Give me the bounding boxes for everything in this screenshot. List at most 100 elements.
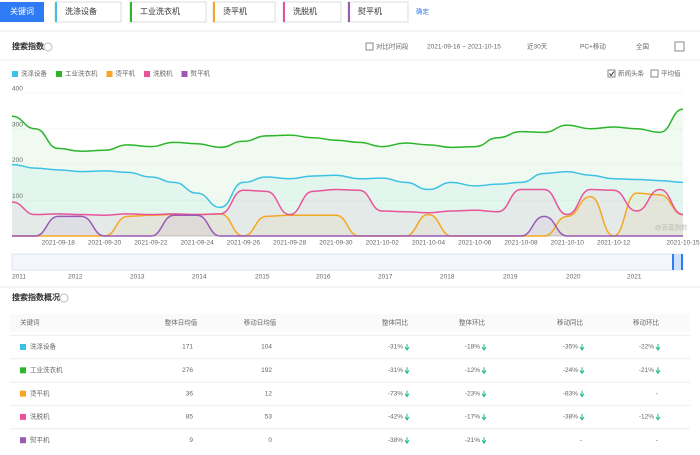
option-label[interactable]: 平均值 <box>661 69 681 78</box>
timeline-year: 2015 <box>255 274 270 281</box>
x-tick-label: 2021-10-06 <box>458 240 492 247</box>
down-arrow <box>404 437 410 445</box>
percent-cell: -31% <box>388 344 403 351</box>
compare-checkbox[interactable] <box>365 42 374 51</box>
table-header: 移动环比 <box>633 318 660 327</box>
row-color <box>20 413 26 420</box>
value-cell: 53 <box>265 414 273 421</box>
row-color <box>20 367 26 374</box>
down-arrow <box>579 390 585 398</box>
table-header: 移动日均值 <box>244 318 277 327</box>
keyword-cell: 洗涤设备 <box>30 342 57 351</box>
keyword-text[interactable]: 烫平机 <box>223 6 247 16</box>
x-tick-label: 2021-10-12 <box>597 240 631 247</box>
series-line <box>11 163 684 209</box>
date-range[interactable]: 2021-09-16 ~ 2021-10-15 <box>427 44 501 51</box>
percent-cell: -31% <box>388 367 403 374</box>
value-cell: 9 <box>189 437 193 444</box>
y-tick-label: 300 <box>12 121 23 128</box>
table-header: 整体日均值 <box>165 318 198 327</box>
table-header-bg <box>10 314 690 332</box>
share-icon[interactable] <box>674 41 685 52</box>
region-select[interactable]: 全国 <box>636 42 649 51</box>
legend-swatch[interactable] <box>56 71 62 77</box>
down-arrow <box>481 413 487 421</box>
timeline-year: 2011 <box>12 274 26 281</box>
timeline-year: 2017 <box>378 274 393 281</box>
percent-cell: -12% <box>639 414 654 421</box>
overview-title: 搜索指数概况 <box>12 292 60 302</box>
down-arrow <box>404 413 410 421</box>
option-label[interactable]: 新闻头条 <box>618 69 645 78</box>
percent-cell: -12% <box>465 367 480 374</box>
device-select[interactable]: PC+移动 <box>580 42 606 51</box>
period-select[interactable]: 近30天 <box>527 42 548 51</box>
empty-cell: - <box>580 437 582 444</box>
down-arrow <box>404 390 410 398</box>
x-tick-label: 2021-09-26 <box>227 240 261 247</box>
legend-label[interactable]: 工业洗衣机 <box>65 69 98 78</box>
legend-swatch[interactable] <box>12 71 18 77</box>
timeline-year: 2021 <box>627 274 642 281</box>
check-mark <box>609 71 615 77</box>
help-icon[interactable] <box>43 42 53 52</box>
timeline-year: 2019 <box>503 274 518 281</box>
table-header: 移动同比 <box>557 318 584 327</box>
x-tick-label: 2021-10-10 <box>551 240 585 247</box>
x-tick-label: 2021-09-18 <box>42 240 76 247</box>
value-cell: 36 <box>186 390 194 397</box>
percent-cell: -17% <box>465 414 480 421</box>
timeline-year: 2012 <box>68 274 83 281</box>
option-checkbox[interactable] <box>650 69 659 78</box>
keyword-text[interactable]: 洗涤设备 <box>65 6 97 16</box>
legend-label[interactable]: 熨平机 <box>191 69 211 78</box>
legend-swatch[interactable] <box>106 71 113 77</box>
legend-label[interactable]: 洗涤设备 <box>21 69 48 78</box>
value-cell: 12 <box>265 390 273 397</box>
percent-cell: -83% <box>563 390 578 397</box>
value-cell: 171 <box>182 344 193 351</box>
percent-cell: -24% <box>563 367 578 374</box>
x-tick-label: 2021-09-30 <box>319 240 353 247</box>
value-cell: 276 <box>182 367 193 374</box>
keyword-text[interactable]: 洗脱机 <box>293 6 317 16</box>
x-tick-label: 2021-10-04 <box>412 240 446 247</box>
timeline-handle[interactable] <box>681 254 683 270</box>
keyword-cell: 熨平机 <box>30 435 50 444</box>
area-fill <box>12 109 683 236</box>
keyword-color <box>55 2 57 22</box>
keyword-color <box>348 2 350 22</box>
x-tick-label: 2021-10-08 <box>504 240 538 247</box>
keyword-text[interactable]: 工业洗衣机 <box>140 6 180 16</box>
x-tick-label: 2021-10-15 <box>666 240 700 247</box>
y-tick-label: 400 <box>12 86 23 93</box>
timeline-strip[interactable] <box>11 253 684 271</box>
help-icon[interactable] <box>59 293 69 303</box>
legend-label[interactable]: 烫平机 <box>116 69 136 78</box>
down-arrow <box>481 344 487 351</box>
timeline-window[interactable] <box>673 254 683 270</box>
keyword-color <box>130 2 132 22</box>
legend-label[interactable]: 洗脱机 <box>153 69 173 78</box>
keyword-color <box>213 2 215 22</box>
x-tick-label: 2021-10-02 <box>366 240 400 247</box>
series-line <box>12 192 684 237</box>
keyword-tab-label[interactable]: 关键词 <box>10 6 34 16</box>
legend-swatch[interactable] <box>144 71 150 77</box>
confirm-button[interactable]: 确定 <box>416 7 430 16</box>
legend-swatch[interactable] <box>181 71 188 77</box>
keyword-text[interactable]: 熨平机 <box>358 6 382 16</box>
timeline-handle[interactable] <box>672 254 674 270</box>
keyword-tab[interactable] <box>0 2 44 22</box>
series-line <box>11 108 684 153</box>
percent-cell: -21% <box>639 367 654 374</box>
down-arrow <box>579 367 585 375</box>
timeline-year: 2013 <box>130 274 145 281</box>
timeline-year: 2018 <box>440 274 455 281</box>
compare-label[interactable]: 对比时间段 <box>376 42 409 51</box>
option-checkbox[interactable] <box>607 69 616 78</box>
area-fill <box>12 193 683 236</box>
panel <box>0 30 700 455</box>
area-fill <box>12 189 683 236</box>
